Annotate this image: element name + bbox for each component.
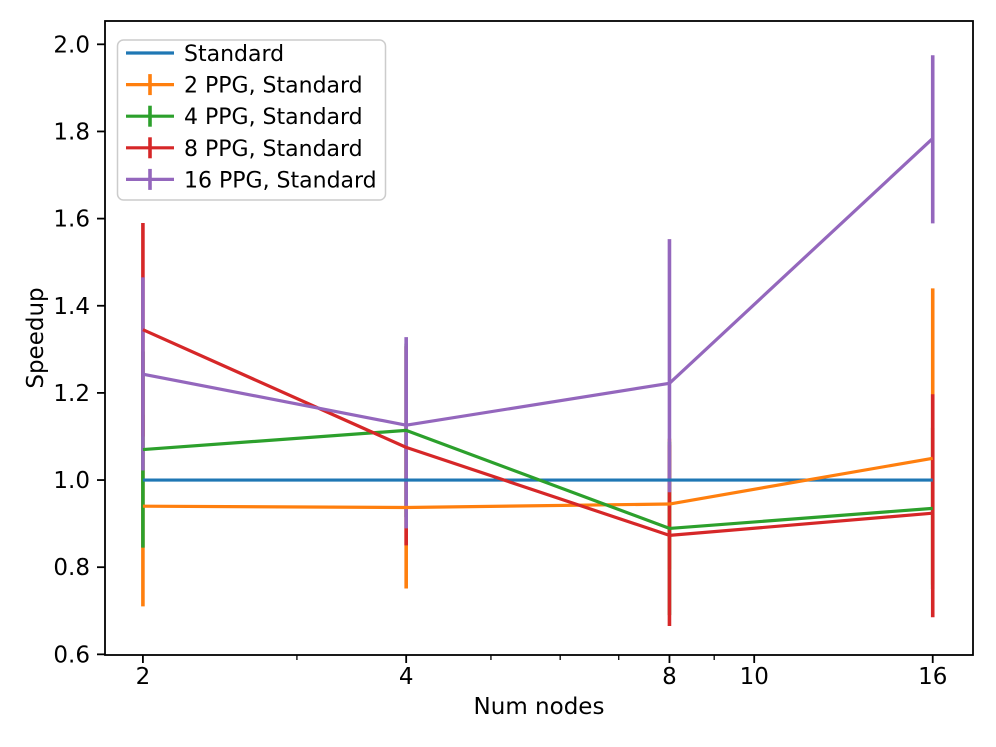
y-tick-label: 1.2 [53, 381, 90, 407]
legend-label: 16 PPG, Standard [184, 168, 377, 193]
y-tick-label: 1.0 [53, 468, 90, 494]
series-line [142, 328, 933, 537]
series-line [142, 137, 934, 427]
y-tick-label: 0.6 [53, 642, 90, 668]
legend-box [116, 39, 387, 201]
y-tick-label: 2.0 [53, 32, 90, 58]
legend-label: Standard [184, 42, 284, 67]
plot-border [104, 20, 974, 656]
y-tick-label: 1.4 [53, 294, 90, 320]
y-tick-label: 0.8 [53, 555, 90, 581]
x-tick-label: 4 [399, 664, 414, 690]
x-axis-label: Num nodes [473, 694, 605, 720]
legend-label: 2 PPG, Standard [184, 74, 363, 99]
series-line [142, 456, 933, 510]
y-tick-label: 1.8 [53, 119, 90, 145]
x-tick-label: 16 [918, 664, 947, 690]
legend-label: 4 PPG, Standard [184, 105, 363, 130]
y-axis-label: Speedup [23, 287, 49, 389]
x-tick-label: 10 [740, 664, 769, 690]
x-tick-label: 8 [662, 664, 677, 690]
x-tick-label: 2 [136, 664, 151, 690]
y-tick-label: 1.6 [53, 207, 90, 233]
series-line [142, 428, 933, 531]
legend-label: 8 PPG, Standard [184, 137, 363, 162]
